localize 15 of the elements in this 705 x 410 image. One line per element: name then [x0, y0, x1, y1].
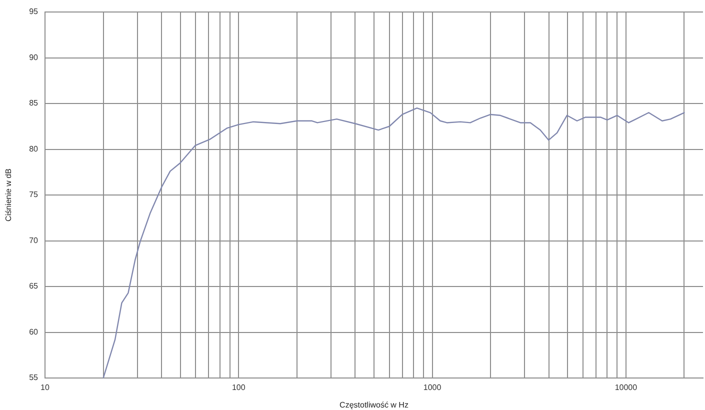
y-tick-label: 70 [29, 236, 39, 245]
x-tick-label: 10 [40, 383, 50, 392]
y-tick-label: 95 [29, 7, 39, 16]
y-axis-title: Ciśnienie w dB [4, 168, 14, 222]
y-tick-label: 85 [29, 98, 39, 108]
y-tick-label: 80 [29, 144, 39, 154]
x-tick-label: 100 [232, 383, 246, 392]
x-tick-label: 1000 [423, 383, 442, 392]
y-tick-label: 55 [29, 373, 39, 382]
y-tick-label: 75 [29, 190, 39, 200]
y-tick-label: 90 [29, 52, 39, 62]
x-tick-label: 10000 [614, 383, 638, 392]
x-axis-title: Częstotliwość w Hz [340, 400, 408, 410]
y-tick-label: 65 [29, 282, 39, 291]
y-tick-label: 60 [29, 327, 39, 336]
